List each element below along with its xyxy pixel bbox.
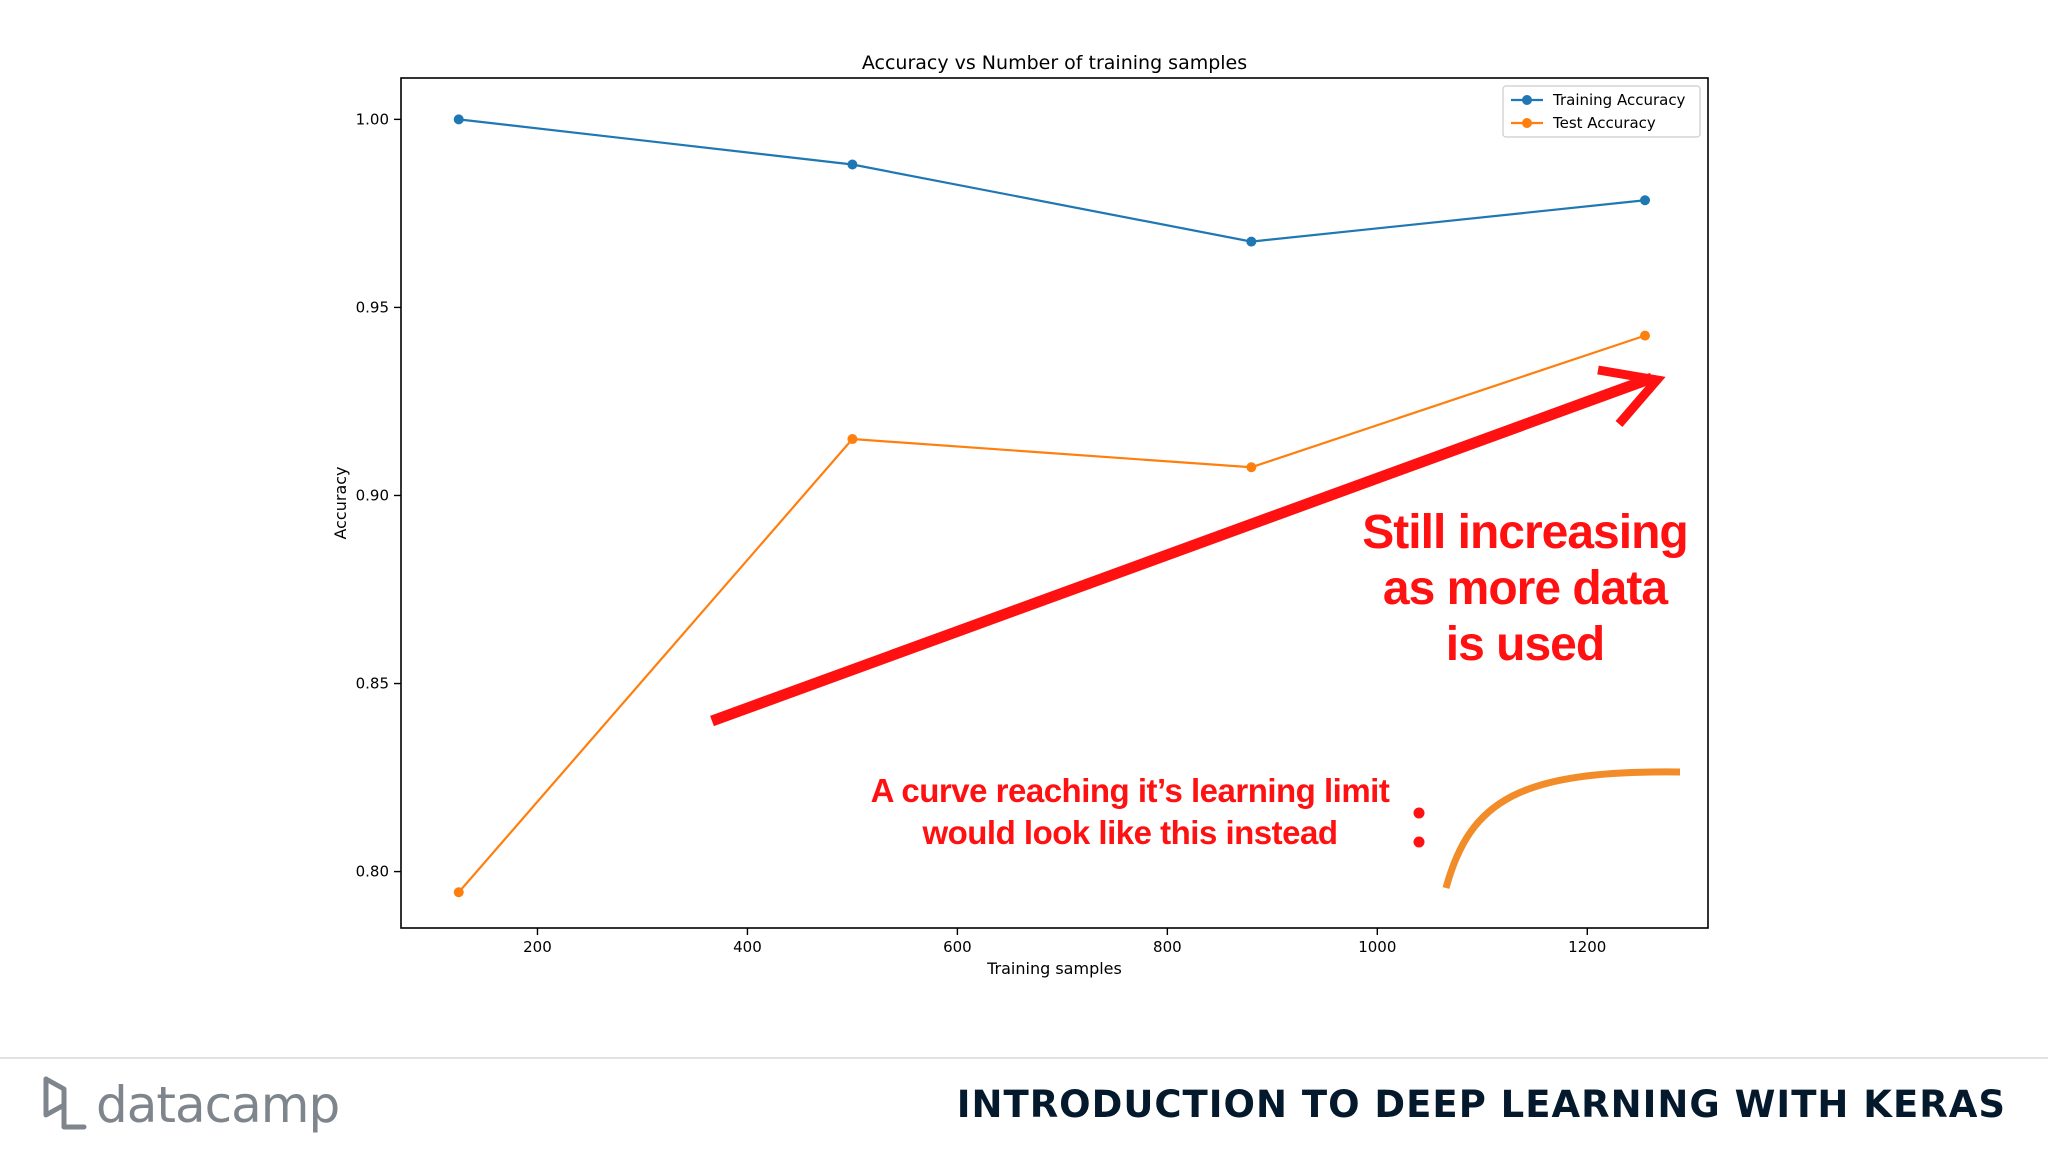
x-axis-label: Training samples — [986, 959, 1122, 978]
series-point-1 — [847, 434, 858, 445]
y-tick-label: 0.95 — [356, 298, 389, 316]
learning-limit-annotation: A curve reaching it’s learning limit wou… — [800, 770, 1460, 854]
series-point-0 — [847, 159, 858, 170]
series-point-0 — [453, 114, 464, 125]
series-point-1 — [1640, 330, 1651, 341]
chart-title: Accuracy vs Number of training samples — [862, 52, 1247, 74]
x-tick-label: 800 — [1153, 938, 1182, 956]
footer-divider — [0, 1057, 2048, 1059]
series-point-0 — [1640, 195, 1651, 206]
legend-marker — [1522, 118, 1532, 128]
series-line-1 — [457, 334, 1646, 893]
datacamp-logo[interactable]: datacamp — [40, 1075, 340, 1135]
x-tick-label: 1200 — [1568, 938, 1606, 956]
plot-area-frame — [400, 77, 1709, 929]
annotation-line: would look like this instead — [922, 814, 1338, 851]
annotation-line: as more data — [1382, 562, 1668, 615]
trend-arrow-head — [1597, 365, 1666, 427]
annotation-line: is used — [1445, 618, 1605, 671]
datacamp-logo-icon — [43, 1076, 87, 1130]
colon-dot — [1413, 836, 1425, 848]
series-point-0 — [1246, 236, 1257, 247]
annotation-line: Still increasing — [1362, 506, 1688, 559]
colon-dot — [1413, 807, 1425, 819]
series-point-1 — [453, 887, 464, 898]
still-increasing-annotation: Still increasing as more data is used — [1330, 505, 1720, 673]
y-tick-label: 0.80 — [356, 863, 389, 881]
y-axis-label: Accuracy — [331, 466, 350, 539]
course-title: INTRODUCTION TO DEEP LEARNING WITH KERAS — [956, 1083, 2006, 1126]
y-tick-label: 0.90 — [356, 486, 389, 504]
legend-label: Training Accuracy — [1552, 91, 1686, 109]
legend-box — [1502, 85, 1701, 138]
series-line-0 — [458, 118, 1646, 243]
trend-arrow-shaft — [710, 372, 1654, 727]
x-tick-label: 200 — [523, 938, 552, 956]
y-tick-label: 1.00 — [356, 110, 389, 128]
saturating-curve-illustration — [1442, 768, 1681, 889]
chart: Accuracy vs Number of training samples Tr… — [331, 52, 1709, 978]
x-tick-label: 1000 — [1358, 938, 1396, 956]
legend-label: Test Accuracy — [1552, 114, 1656, 132]
annotation-line: A curve reaching it’s learning limit — [870, 772, 1390, 809]
x-tick-label: 400 — [733, 938, 762, 956]
datacamp-wordmark: datacamp — [96, 1076, 340, 1134]
x-tick-label: 600 — [943, 938, 972, 956]
series-point-1 — [1246, 462, 1257, 473]
y-tick-label: 0.85 — [356, 675, 389, 693]
legend-marker — [1522, 95, 1532, 105]
